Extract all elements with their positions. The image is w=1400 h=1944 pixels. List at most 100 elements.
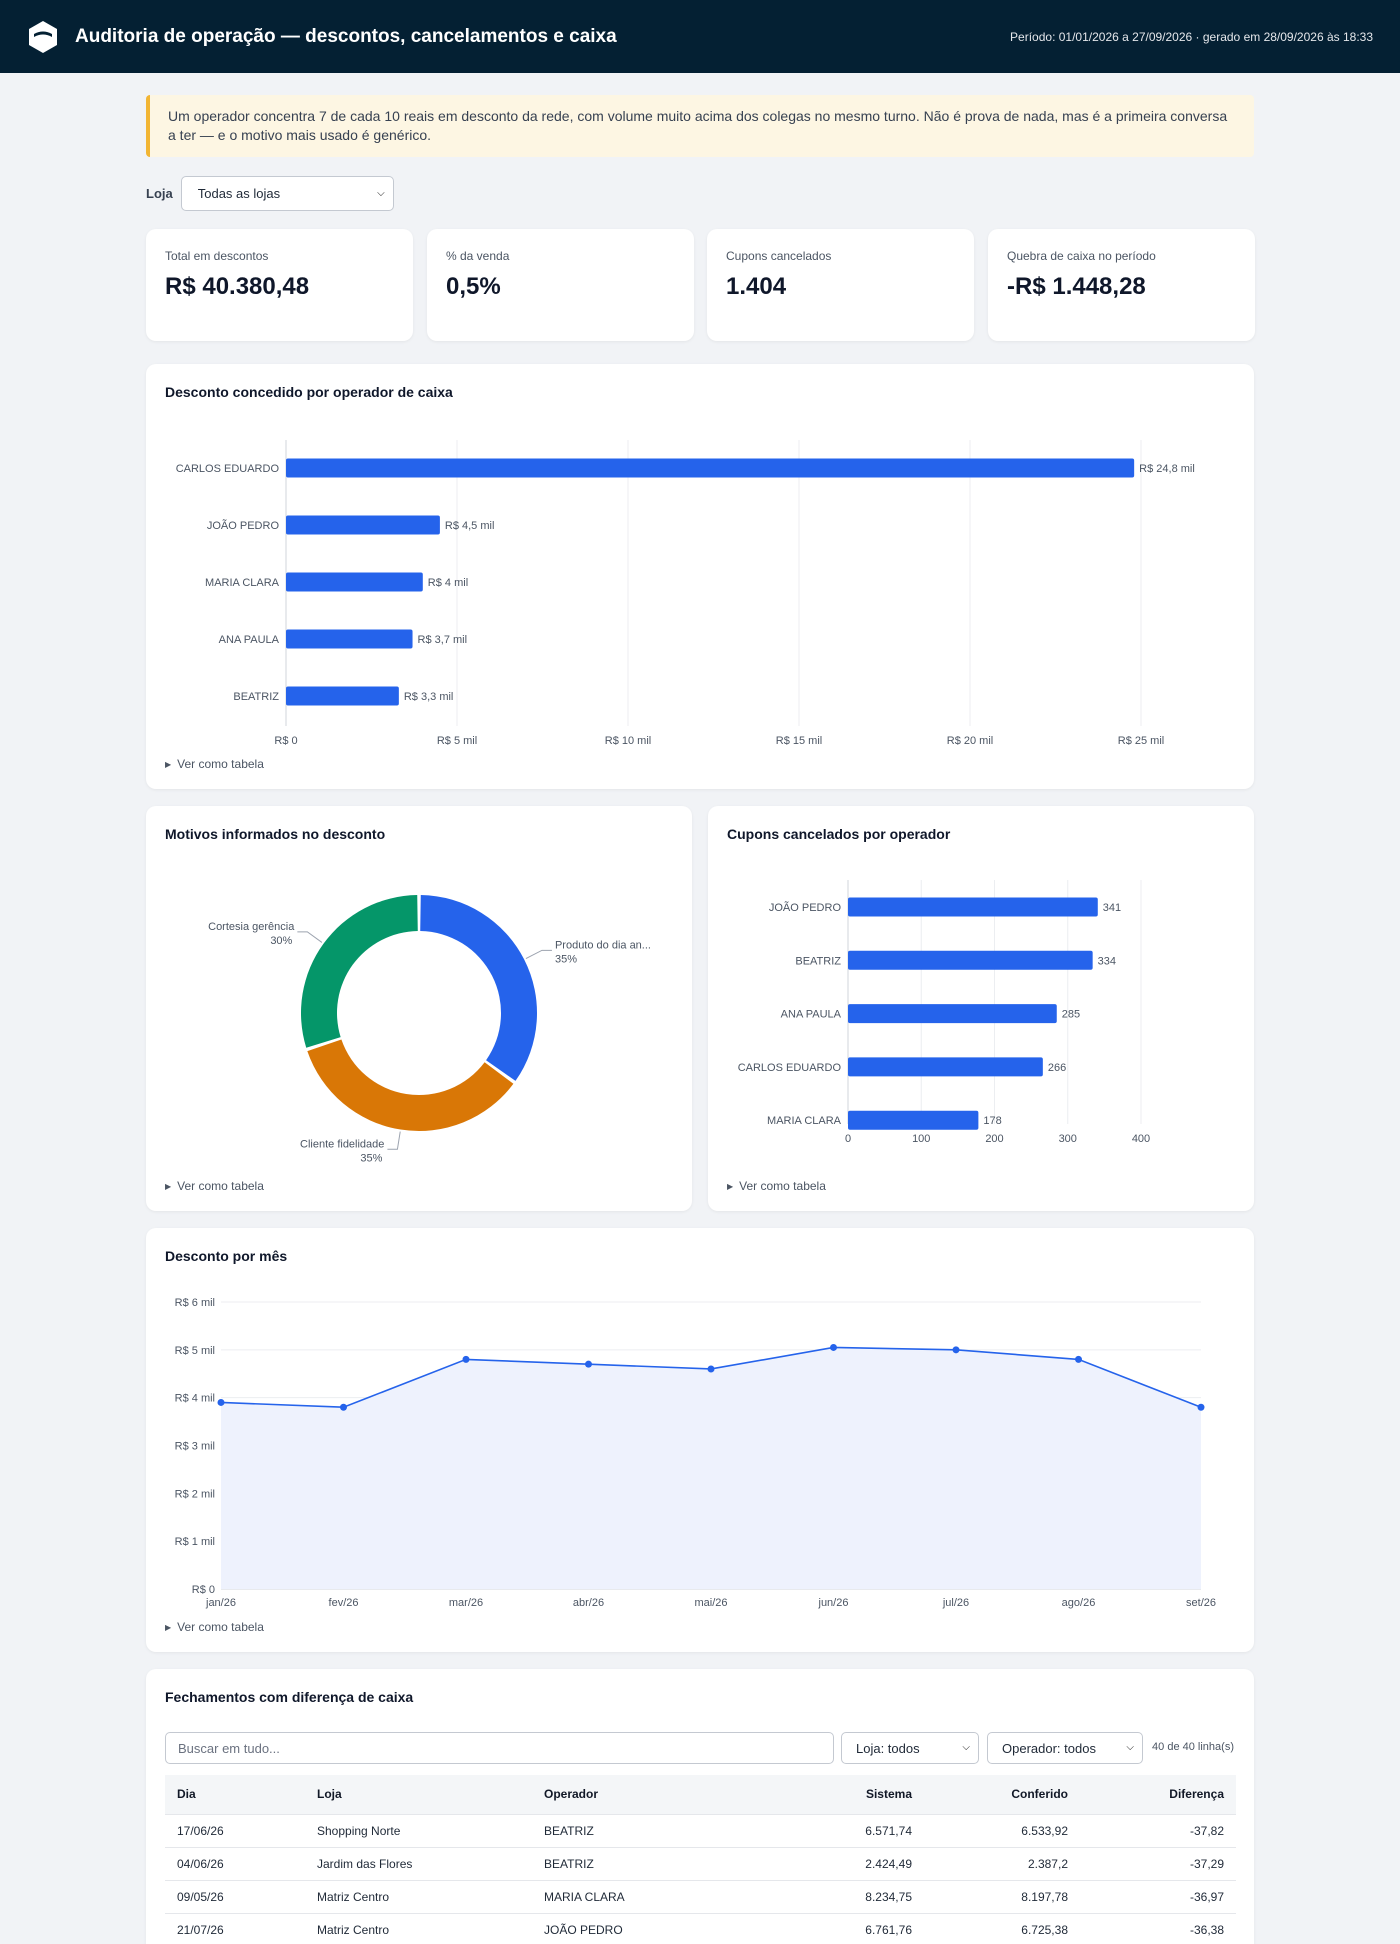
triangle-right-icon: ▶	[165, 1182, 172, 1191]
bar-value-label: 334	[1098, 955, 1116, 967]
kpi-value: 0,5%	[446, 273, 501, 300]
store-filter-label: Loja	[146, 186, 173, 201]
bar	[848, 950, 1093, 970]
cell-operador: JOÃO PEDRO	[532, 1912, 762, 1944]
slice-percent-label: 30%	[270, 935, 292, 947]
label-leader-line	[297, 931, 323, 943]
triangle-right-icon: ▶	[165, 760, 172, 769]
data-point	[1197, 1403, 1205, 1411]
toggle-label: Ver como tabela	[177, 757, 264, 771]
chevron-down-icon: ⌵	[1126, 1741, 1134, 1753]
y-tick-label: R$ 3 mil	[175, 1441, 215, 1453]
y-category-label: BEATRIZ	[233, 691, 279, 703]
x-tick-label: R$ 5 mil	[437, 735, 477, 747]
data-point	[462, 1355, 470, 1363]
chart-title: Desconto concedido por operador de caixa	[165, 384, 453, 400]
triangle-right-icon: ▶	[165, 1623, 172, 1632]
table-row: 09/05/26 Matriz Centro MARIA CLARA 8.234…	[165, 1879, 1236, 1913]
column-header-sistema[interactable]: Sistema	[865, 1787, 912, 1802]
label-leader-line	[387, 1131, 401, 1150]
slice-name-label: Produto do dia an...	[555, 939, 651, 951]
view-as-table-toggle[interactable]: ▶ Ver como tabela	[727, 1179, 826, 1193]
x-tick-label: R$ 0	[274, 735, 297, 747]
kpi-label: Total em descontos	[165, 249, 269, 263]
bar-value-label: R$ 4,5 mil	[445, 520, 495, 532]
chart-title: Cupons cancelados por operador	[727, 826, 951, 842]
cell-conferido: 2.387,2	[924, 1846, 1080, 1880]
bar	[286, 515, 440, 535]
x-tick-label: R$ 15 mil	[776, 735, 822, 747]
cell-conferido: 6.533,92	[924, 1813, 1080, 1847]
operador-filter-select[interactable]: Operador: todos ⌵	[987, 1732, 1143, 1764]
store-select[interactable]: Todas as lojas ⌵	[180, 176, 394, 211]
x-tick-label: R$ 10 mil	[605, 735, 651, 747]
kpi-value: -R$ 1.448,28	[1007, 273, 1146, 300]
kpi-label: Quebra de caixa no período	[1007, 249, 1156, 263]
x-tick-label: 200	[985, 1133, 1003, 1145]
x-tick-label: 0	[845, 1133, 851, 1145]
y-tick-label: R$ 4 mil	[175, 1393, 215, 1405]
y-tick-label: R$ 5 mil	[175, 1345, 215, 1357]
search-input[interactable]: Buscar em tudo...	[165, 1732, 834, 1764]
view-as-table-toggle[interactable]: ▶ Ver como tabela	[165, 1620, 264, 1634]
donut-slice	[307, 1039, 514, 1131]
x-tick-label: set/26	[1186, 1597, 1216, 1609]
column-header-conferido[interactable]: Conferido	[1011, 1787, 1068, 1802]
discount-by-month-chart: R$ 0 R$ 1 mil R$ 2 mil R$ 3 mil R$ 4 mil R$ 5…	[175, 1297, 1216, 1609]
cash-differences-table: Dia Loja Operador Sistema Conferido Dife…	[165, 1775, 1236, 1944]
toggle-label: Ver como tabela	[739, 1179, 826, 1193]
chevron-down-icon: ⌵	[377, 187, 385, 199]
cancelled-coupons-card: Cupons cancelados por operador 0 100 200 30…	[708, 806, 1254, 1211]
x-tick-label: 100	[912, 1133, 930, 1145]
y-category-label: JOÃO PEDRO	[207, 519, 280, 532]
cell-loja: Shopping Norte	[305, 1813, 532, 1847]
table-row: 04/06/26 Jardim das Flores BEATRIZ 2.424…	[165, 1846, 1236, 1880]
x-tick-label: R$ 20 mil	[947, 735, 993, 747]
table-row: 21/07/26 Matriz Centro JOÃO PEDRO 6.761,…	[165, 1912, 1236, 1944]
y-category-label: MARIA CLARA	[205, 577, 280, 589]
kpi-card-percent-venda: % da venda 0,5%	[427, 229, 694, 341]
x-tick-label: 400	[1132, 1133, 1150, 1145]
cell-dia: 21/07/26	[165, 1912, 305, 1944]
data-point	[585, 1360, 592, 1368]
slice-percent-label: 35%	[555, 953, 577, 965]
cell-dia: 17/06/26	[165, 1813, 305, 1847]
x-tick-label: mai/26	[694, 1597, 727, 1609]
store-filter: Loja Todas as lojas ⌵	[146, 176, 394, 211]
kpi-value: R$ 40.380,48	[165, 273, 310, 300]
cell-operador: BEATRIZ	[532, 1813, 762, 1847]
bar-value-label: 285	[1062, 1009, 1080, 1021]
cell-conferido: 6.725,38	[924, 1912, 1080, 1944]
loja-filter-select[interactable]: Loja: todos ⌵	[841, 1732, 979, 1764]
y-category-label: CARLOS EDUARDO	[176, 463, 280, 475]
cell-diferenca: -36,38	[1080, 1912, 1236, 1944]
column-header-diferenca[interactable]: Diferença	[1169, 1787, 1224, 1802]
view-as-table-toggle[interactable]: ▶ Ver como tabela	[165, 757, 264, 771]
cell-sistema: 2.424,49	[762, 1846, 924, 1880]
y-tick-label: R$ 0	[192, 1584, 215, 1596]
insight-alert: Um operador concentra 7 de cada 10 reais…	[146, 95, 1254, 157]
bar-value-label: 341	[1103, 902, 1121, 914]
bar-value-label: R$ 3,7 mil	[418, 634, 468, 646]
column-header-dia[interactable]: Dia	[177, 1787, 196, 1802]
bar	[286, 458, 1135, 478]
discount-reasons-card: Motivos informados no desconto Produto d…	[146, 806, 692, 1211]
kpi-card-total-descontos: Total em descontos R$ 40.380,48	[146, 229, 413, 341]
bar	[286, 629, 413, 649]
x-tick-label: jan/26	[205, 1597, 236, 1609]
x-tick-label: fev/26	[329, 1597, 359, 1609]
bar-value-label: 178	[983, 1115, 1001, 1127]
cell-diferenca: -37,82	[1080, 1813, 1236, 1847]
cell-dia: 09/05/26	[165, 1879, 305, 1913]
y-category-label: BEATRIZ	[795, 955, 841, 967]
y-tick-label: R$ 2 mil	[175, 1488, 215, 1500]
store-select-value: Todas as lojas	[197, 186, 281, 201]
logo-icon	[29, 21, 57, 53]
y-category-label: JOÃO PEDRO	[769, 901, 842, 914]
view-as-table-toggle[interactable]: ▶ Ver como tabela	[165, 1179, 264, 1193]
column-header-loja[interactable]: Loja	[317, 1787, 342, 1802]
cell-diferenca: -36,97	[1080, 1879, 1236, 1913]
column-header-operador[interactable]: Operador	[544, 1787, 599, 1802]
area-fill	[221, 1347, 1201, 1589]
x-tick-label: R$ 25 mil	[1118, 735, 1164, 747]
